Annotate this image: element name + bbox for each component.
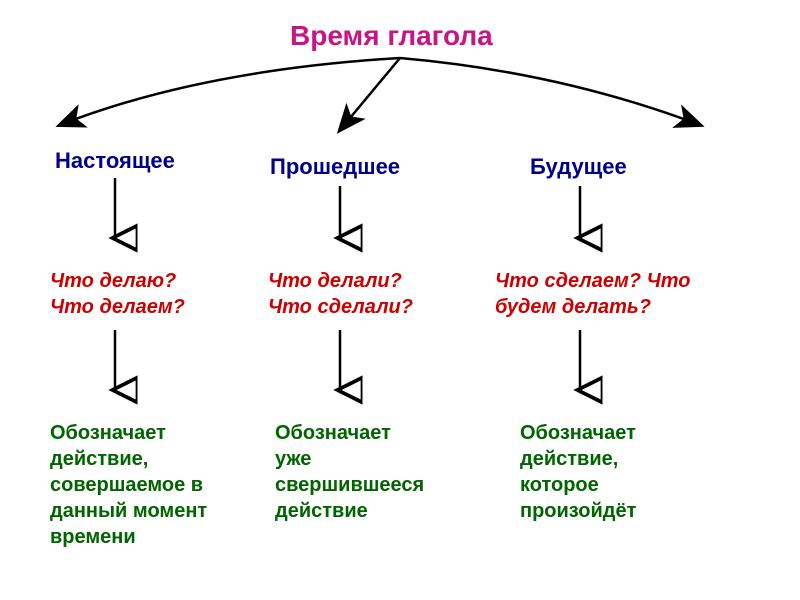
branch-present-label: Настоящее — [55, 148, 175, 174]
m-text: данный момент — [50, 500, 207, 522]
branch-past-meaning: Обозначает уже свершившееся действие — [275, 420, 424, 524]
q-text: Что сделаем? Что — [495, 270, 690, 292]
m-text: Обозначает — [520, 422, 636, 444]
m-text: времени — [50, 526, 136, 548]
m-text: совершаемое в — [50, 474, 203, 496]
m-text: свершившееся — [275, 474, 424, 496]
branch-future-label: Будущее — [530, 154, 627, 180]
branch-past-questions: Что делали? Что сделали? — [268, 268, 413, 320]
m-text: действие, — [520, 448, 618, 470]
branch-past-label: Прошедшее — [270, 154, 400, 180]
root-branches — [0, 0, 800, 150]
m-text: произойдёт — [520, 500, 636, 522]
q-text: Что делаем? — [50, 296, 185, 318]
m-text: действие, — [50, 448, 148, 470]
m-text: которое — [520, 474, 599, 496]
q-text: будем делать? — [495, 296, 651, 318]
branch-present-questions: Что делаю? Что делаем? — [50, 268, 185, 320]
branch-present-meaning: Обозначает действие, совершаемое в данны… — [50, 420, 207, 550]
branch-future-meaning: Обозначает действие, которое произойдёт — [520, 420, 636, 524]
q-text: Что сделали? — [268, 296, 413, 318]
m-text: уже — [275, 448, 311, 470]
m-text: действие — [275, 500, 368, 522]
q-text: Что делаю? — [50, 270, 176, 292]
m-text: Обозначает — [275, 422, 391, 444]
q-text: Что делали? — [268, 270, 402, 292]
m-text: Обозначает — [50, 422, 166, 444]
branch-future-questions: Что сделаем? Что будем делать? — [495, 268, 690, 320]
